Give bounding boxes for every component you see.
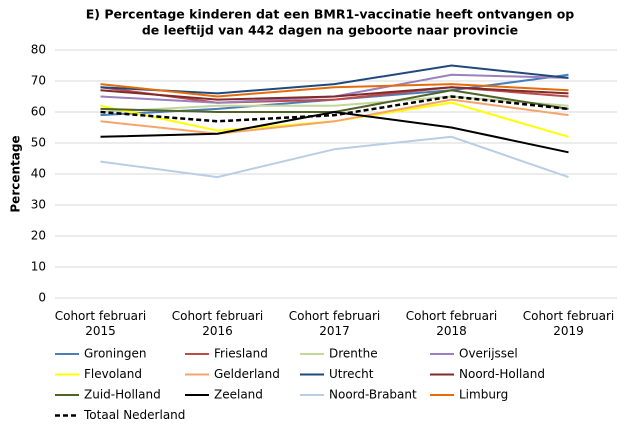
y-tick-label: 70 [31,74,46,88]
y-tick-label: 40 [31,167,46,181]
legend-label: Limburg [459,388,508,402]
x-tick-label: Cohort februari 2017 [289,309,381,338]
y-tick-label: 20 [31,229,46,243]
series-line [100,110,569,154]
legend-label: Gelderland [214,367,280,381]
series-line [100,83,569,98]
y-tick-label: 60 [31,105,46,119]
legend-label: Friesland [214,347,268,361]
legend-label: Overijssel [459,347,518,361]
chart-title: E) Percentage kinderen dat een BMR1-vacc… [86,7,575,22]
legend-label: Noord-Brabant [329,388,417,402]
y-tick-label: 30 [31,198,46,212]
legend-label: Utrecht [329,367,374,381]
y-axis-label: Percentage [9,135,23,212]
y-tick-label: 50 [31,136,46,150]
legend-label: Groningen [84,347,146,361]
y-tick-label: 80 [31,43,46,57]
y-tick-label: 0 [38,291,46,305]
x-tick-label: Cohort februari 2018 [406,309,498,338]
legend-label: Zeeland [214,388,263,402]
series-line [100,98,569,135]
x-tick-label: Cohort februari 2015 [55,309,147,338]
x-tick-label: Cohort februari 2016 [172,309,264,338]
series-line [100,86,569,104]
legend-label: Drenthe [329,347,378,361]
series-line [100,135,569,179]
series-line [100,86,569,101]
legend-label: Noord-Holland [459,367,545,381]
legend-label: Flevoland [84,367,142,381]
chart-title: de leeftijd van 442 dagen na geboorte na… [142,23,518,38]
y-tick-label: 10 [31,260,46,274]
legend-label: Zuid-Holland [84,388,161,402]
x-tick-label: Cohort februari 2019 [523,309,615,338]
series-line [100,95,569,123]
series-line [100,64,569,95]
legend-label: Totaal Nederland [83,408,185,422]
